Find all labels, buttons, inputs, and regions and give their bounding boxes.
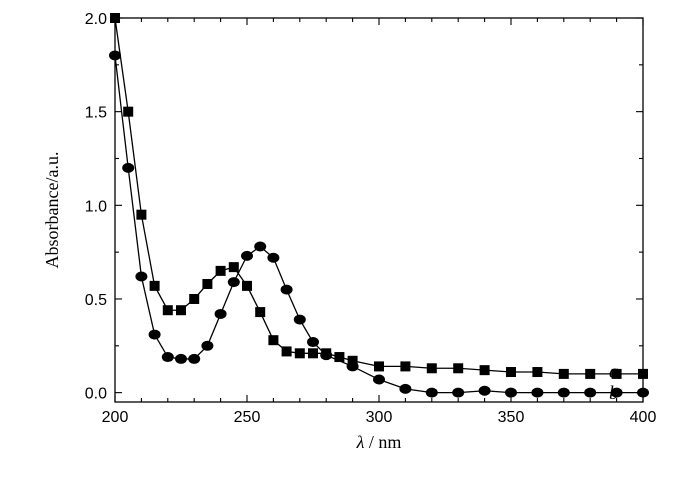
series-a-point: [189, 293, 200, 304]
y-tick-label: 2.0: [85, 11, 107, 28]
series-a-point: [294, 348, 305, 359]
series-a-point: [176, 305, 186, 316]
series-a-point: [374, 361, 384, 372]
x-tick-label: 300: [366, 409, 393, 426]
series-a-point: [532, 367, 543, 378]
series-b-point: [254, 241, 267, 252]
series-a-point: [638, 368, 648, 379]
series-b-line: [114, 55, 643, 394]
series-b-point: [531, 387, 544, 398]
series-b-point: [267, 252, 280, 263]
series-a-point: [558, 368, 569, 379]
x-tick-label: 400: [630, 409, 657, 426]
series-b-point: [557, 387, 570, 398]
series-a-point: [585, 368, 596, 379]
y-tick-label: 1.0: [85, 198, 107, 215]
series-b-point: [452, 387, 465, 398]
series-a-point: [162, 305, 173, 316]
series-a-point: [400, 361, 411, 372]
y-tick-label: 0.0: [85, 386, 107, 403]
series-layer: ab: [109, 13, 649, 404]
series-a-point: [308, 348, 318, 359]
series-a-point: [215, 265, 226, 276]
series-a-point: [202, 278, 213, 289]
axes: 200 250 300 350 400 0.0 0.5 1.0 1.5 2.0: [85, 11, 657, 426]
series-b-point: [307, 337, 319, 348]
series-a: a: [110, 13, 648, 382]
series-a-point: [123, 106, 134, 117]
x-tick-label: 200: [102, 409, 129, 426]
series-a-point: [149, 280, 160, 291]
series-a-point: [136, 209, 147, 220]
series-b-point: [122, 162, 135, 173]
x-tick-label: 250: [234, 409, 261, 426]
series-b-label: b: [609, 383, 619, 404]
series-b-point: [399, 383, 412, 394]
series-b-point: [584, 387, 597, 398]
series-a-point: [426, 363, 437, 374]
series-a-point: [255, 307, 266, 318]
series-b-point: [241, 250, 253, 261]
series-b-point: [637, 387, 649, 398]
series-a-label: a: [609, 361, 619, 382]
series-b-point: [161, 352, 174, 363]
series-a-point: [611, 368, 622, 379]
y-tick-label: 0.5: [85, 292, 107, 309]
series-a-point: [506, 367, 516, 378]
series-a-point: [228, 262, 239, 273]
series-a-point: [347, 355, 358, 366]
series-b-point: [148, 329, 161, 340]
plot-frame: [114, 17, 644, 403]
series-b-point: [293, 314, 306, 325]
series-b-point: [175, 353, 187, 364]
x-axis-title: λ / nm: [356, 432, 402, 452]
series-b-point: [425, 387, 438, 398]
series-b-point: [109, 50, 121, 61]
series-b-point: [227, 277, 240, 288]
series-a-point: [479, 365, 490, 376]
series-a-line: [114, 17, 643, 375]
x-tick-label: 350: [498, 409, 525, 426]
series-b-point: [135, 271, 148, 282]
series-a-point: [453, 363, 464, 374]
series-b-point: [610, 387, 623, 398]
series-b-point: [320, 350, 333, 361]
series-b-point: [280, 284, 293, 295]
series-b-point: [214, 308, 227, 319]
series-b-point: [373, 374, 385, 385]
series-a-point: [110, 13, 120, 23]
series-b-point: [188, 353, 201, 364]
series-a-point: [268, 335, 279, 346]
y-axis-title: Absorbance/a.u.: [42, 152, 62, 269]
series-b: b: [109, 50, 649, 404]
y-tick-label: 1.5: [85, 105, 107, 122]
series-a-point: [334, 352, 345, 363]
series-b-point: [478, 385, 491, 396]
labels: Absorbance/a.u. λ / nm: [42, 152, 401, 452]
series-b-point: [346, 361, 359, 372]
series-a-point: [281, 346, 292, 357]
series-b-point: [505, 387, 517, 398]
series-a-point: [242, 280, 252, 291]
series-b-point: [201, 340, 214, 351]
